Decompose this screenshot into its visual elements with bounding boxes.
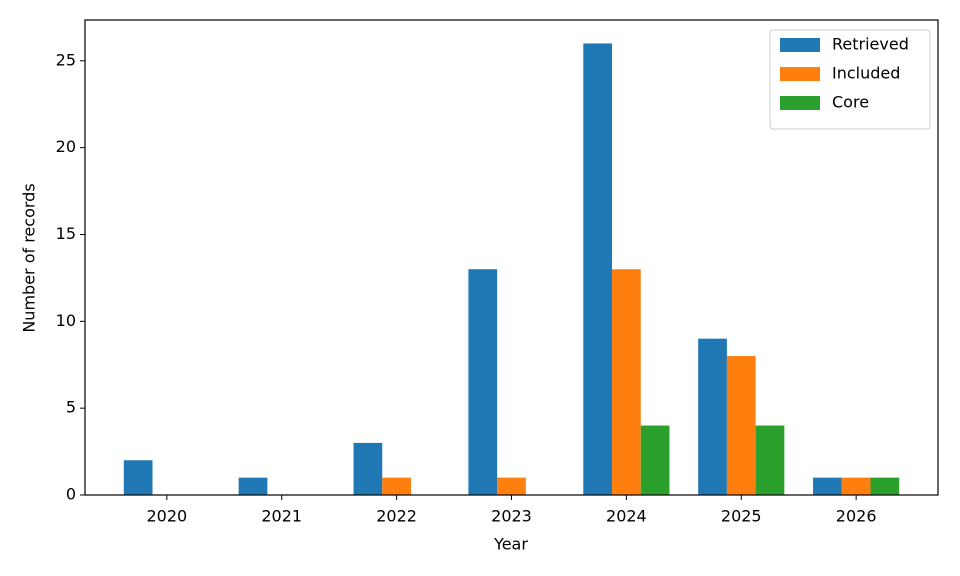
x-tick-label: 2025 (721, 507, 762, 526)
bar (612, 269, 641, 495)
bar (726, 356, 756, 495)
bar (698, 338, 727, 495)
y-tick-label: 5 (66, 398, 76, 417)
legend-label: Included (832, 64, 900, 83)
bar (640, 425, 670, 495)
x-tick-label: 2026 (836, 507, 877, 526)
legend-label: Core (832, 93, 869, 112)
x-axis-label: Year (493, 535, 528, 554)
x-tick-label: 2022 (376, 507, 417, 526)
bar (841, 477, 871, 495)
bar (755, 425, 785, 495)
bar (497, 477, 526, 495)
y-axis-label: Number of records (20, 183, 39, 332)
x-tick-label: 2021 (261, 507, 302, 526)
bar (870, 477, 900, 495)
y-tick-label: 0 (66, 485, 76, 504)
x-tick-label: 2023 (491, 507, 532, 526)
plot-frame (84, 19, 939, 496)
legend-swatch (780, 96, 820, 110)
legend-label: Retrieved (832, 35, 909, 54)
y-tick-label: 10 (56, 311, 76, 330)
y-tick-label: 20 (56, 137, 76, 156)
bar (468, 269, 498, 495)
bar (353, 442, 383, 495)
x-tick-label: 2020 (146, 507, 187, 526)
bar (583, 43, 613, 495)
legend-swatch (780, 67, 820, 81)
bar (238, 477, 268, 495)
bar (813, 477, 842, 495)
legend-swatch (780, 38, 820, 52)
y-tick-label: 25 (56, 50, 76, 69)
x-tick-label: 2024 (606, 507, 647, 526)
bar (382, 477, 411, 495)
bar (123, 460, 153, 495)
y-tick-label: 15 (56, 224, 76, 243)
